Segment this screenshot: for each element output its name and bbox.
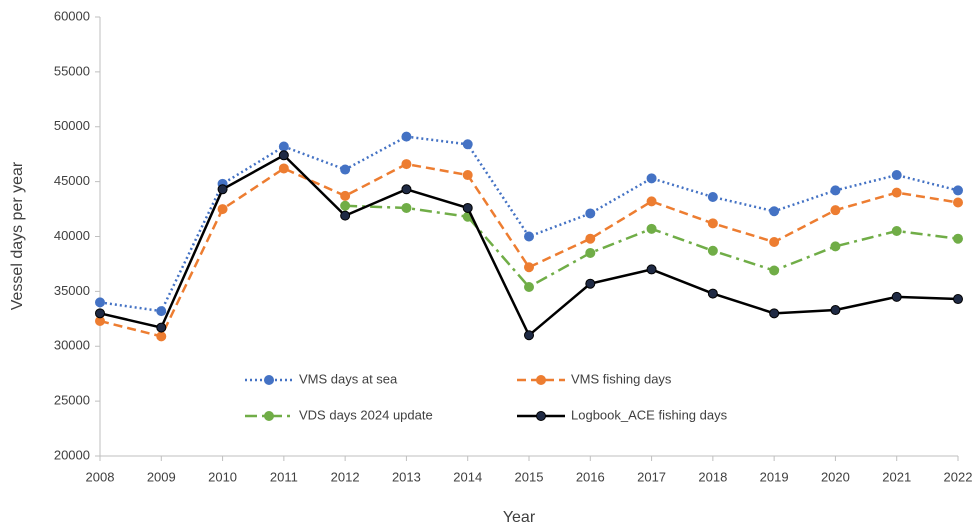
data-point	[585, 208, 596, 219]
data-point	[217, 184, 228, 195]
data-point	[278, 150, 289, 161]
legend-item: VMS days at sea	[245, 371, 398, 386]
data-point	[340, 164, 351, 175]
data-point	[707, 218, 718, 229]
data-point	[524, 330, 534, 341]
x-tick-label: 2012	[331, 469, 360, 484]
data-point	[953, 185, 963, 196]
x-tick-label: 2010	[208, 469, 237, 484]
x-tick-label: 2016	[576, 469, 605, 484]
data-point	[462, 139, 473, 150]
data-point	[278, 163, 289, 174]
x-tick-label: 2021	[882, 469, 911, 484]
data-point	[278, 141, 289, 152]
legend-label: VMS days at sea	[299, 371, 398, 386]
data-point	[585, 233, 596, 244]
x-tick-label: 2011	[270, 469, 298, 484]
legend-item: VMS fishing days	[517, 371, 672, 386]
series-line	[99, 153, 959, 338]
data-point	[953, 294, 963, 305]
x-tick-label: 2018	[698, 469, 727, 484]
x-tick-label: 2019	[760, 469, 789, 484]
legend-item: Logbook_ACE fishing days	[517, 407, 728, 422]
x-axis-title: Year	[503, 509, 536, 526]
data-point	[769, 206, 780, 217]
y-tick-label: 20000	[54, 447, 90, 462]
data-point	[95, 297, 105, 308]
y-tick-label: 45000	[54, 173, 90, 188]
data-point	[830, 241, 841, 252]
x-tick-label: 2017	[637, 469, 666, 484]
data-point	[524, 262, 534, 273]
data-point	[401, 184, 412, 195]
data-point	[769, 236, 780, 247]
data-point	[156, 322, 167, 333]
data-point	[585, 247, 596, 258]
legend-label: VDS days 2024 update	[299, 407, 433, 422]
data-point	[340, 210, 351, 221]
x-tick-label: 2015	[515, 469, 544, 484]
y-axis-title: Vessel days per year	[9, 161, 26, 310]
data-point	[401, 159, 412, 170]
data-point	[401, 202, 412, 213]
data-point	[585, 278, 596, 289]
x-tick-label: 2022	[944, 469, 973, 484]
data-point	[462, 170, 473, 181]
data-point	[646, 223, 657, 234]
data-point	[707, 245, 718, 256]
data-point	[156, 306, 167, 317]
data-point	[769, 265, 780, 276]
data-point	[769, 308, 780, 319]
data-point	[891, 170, 902, 181]
x-tick-label: 2014	[453, 469, 482, 484]
series-line	[99, 162, 959, 338]
series-line	[345, 204, 959, 289]
data-point	[217, 204, 228, 215]
data-point	[340, 190, 351, 201]
data-point	[524, 281, 534, 292]
data-point	[891, 291, 902, 302]
y-tick-label: 60000	[54, 8, 90, 23]
data-point	[830, 305, 841, 316]
data-point	[646, 196, 657, 207]
legend-marker	[536, 375, 546, 385]
legend-marker	[264, 375, 274, 385]
x-tick-label: 2020	[821, 469, 850, 484]
data-point	[524, 231, 534, 242]
x-tick-label: 2013	[392, 469, 421, 484]
y-tick-label: 55000	[54, 63, 90, 78]
legend-label: Logbook_ACE fishing days	[571, 407, 728, 422]
data-point	[707, 191, 718, 202]
x-tick-label: 2008	[86, 469, 115, 484]
data-point	[646, 264, 657, 275]
data-point	[462, 202, 473, 213]
data-point	[646, 173, 657, 184]
data-point	[156, 331, 167, 342]
data-point	[830, 205, 841, 216]
data-point	[95, 308, 105, 319]
y-tick-label: 25000	[54, 393, 90, 408]
data-point	[891, 187, 902, 198]
y-tick-label: 35000	[54, 283, 90, 298]
data-point	[340, 200, 351, 211]
legend-item: VDS days 2024 update	[245, 407, 433, 422]
y-tick-label: 40000	[54, 228, 90, 243]
data-point	[953, 197, 963, 208]
data-point	[891, 226, 902, 237]
data-point	[953, 233, 963, 244]
y-tick-label: 30000	[54, 338, 90, 353]
data-point	[707, 288, 718, 299]
data-point	[830, 185, 841, 196]
legend-label: VMS fishing days	[571, 371, 672, 386]
x-tick-label: 2009	[147, 469, 176, 484]
legend-marker	[536, 411, 546, 421]
y-tick-label: 50000	[54, 118, 90, 133]
legend-marker	[264, 411, 274, 421]
data-point	[401, 131, 412, 142]
